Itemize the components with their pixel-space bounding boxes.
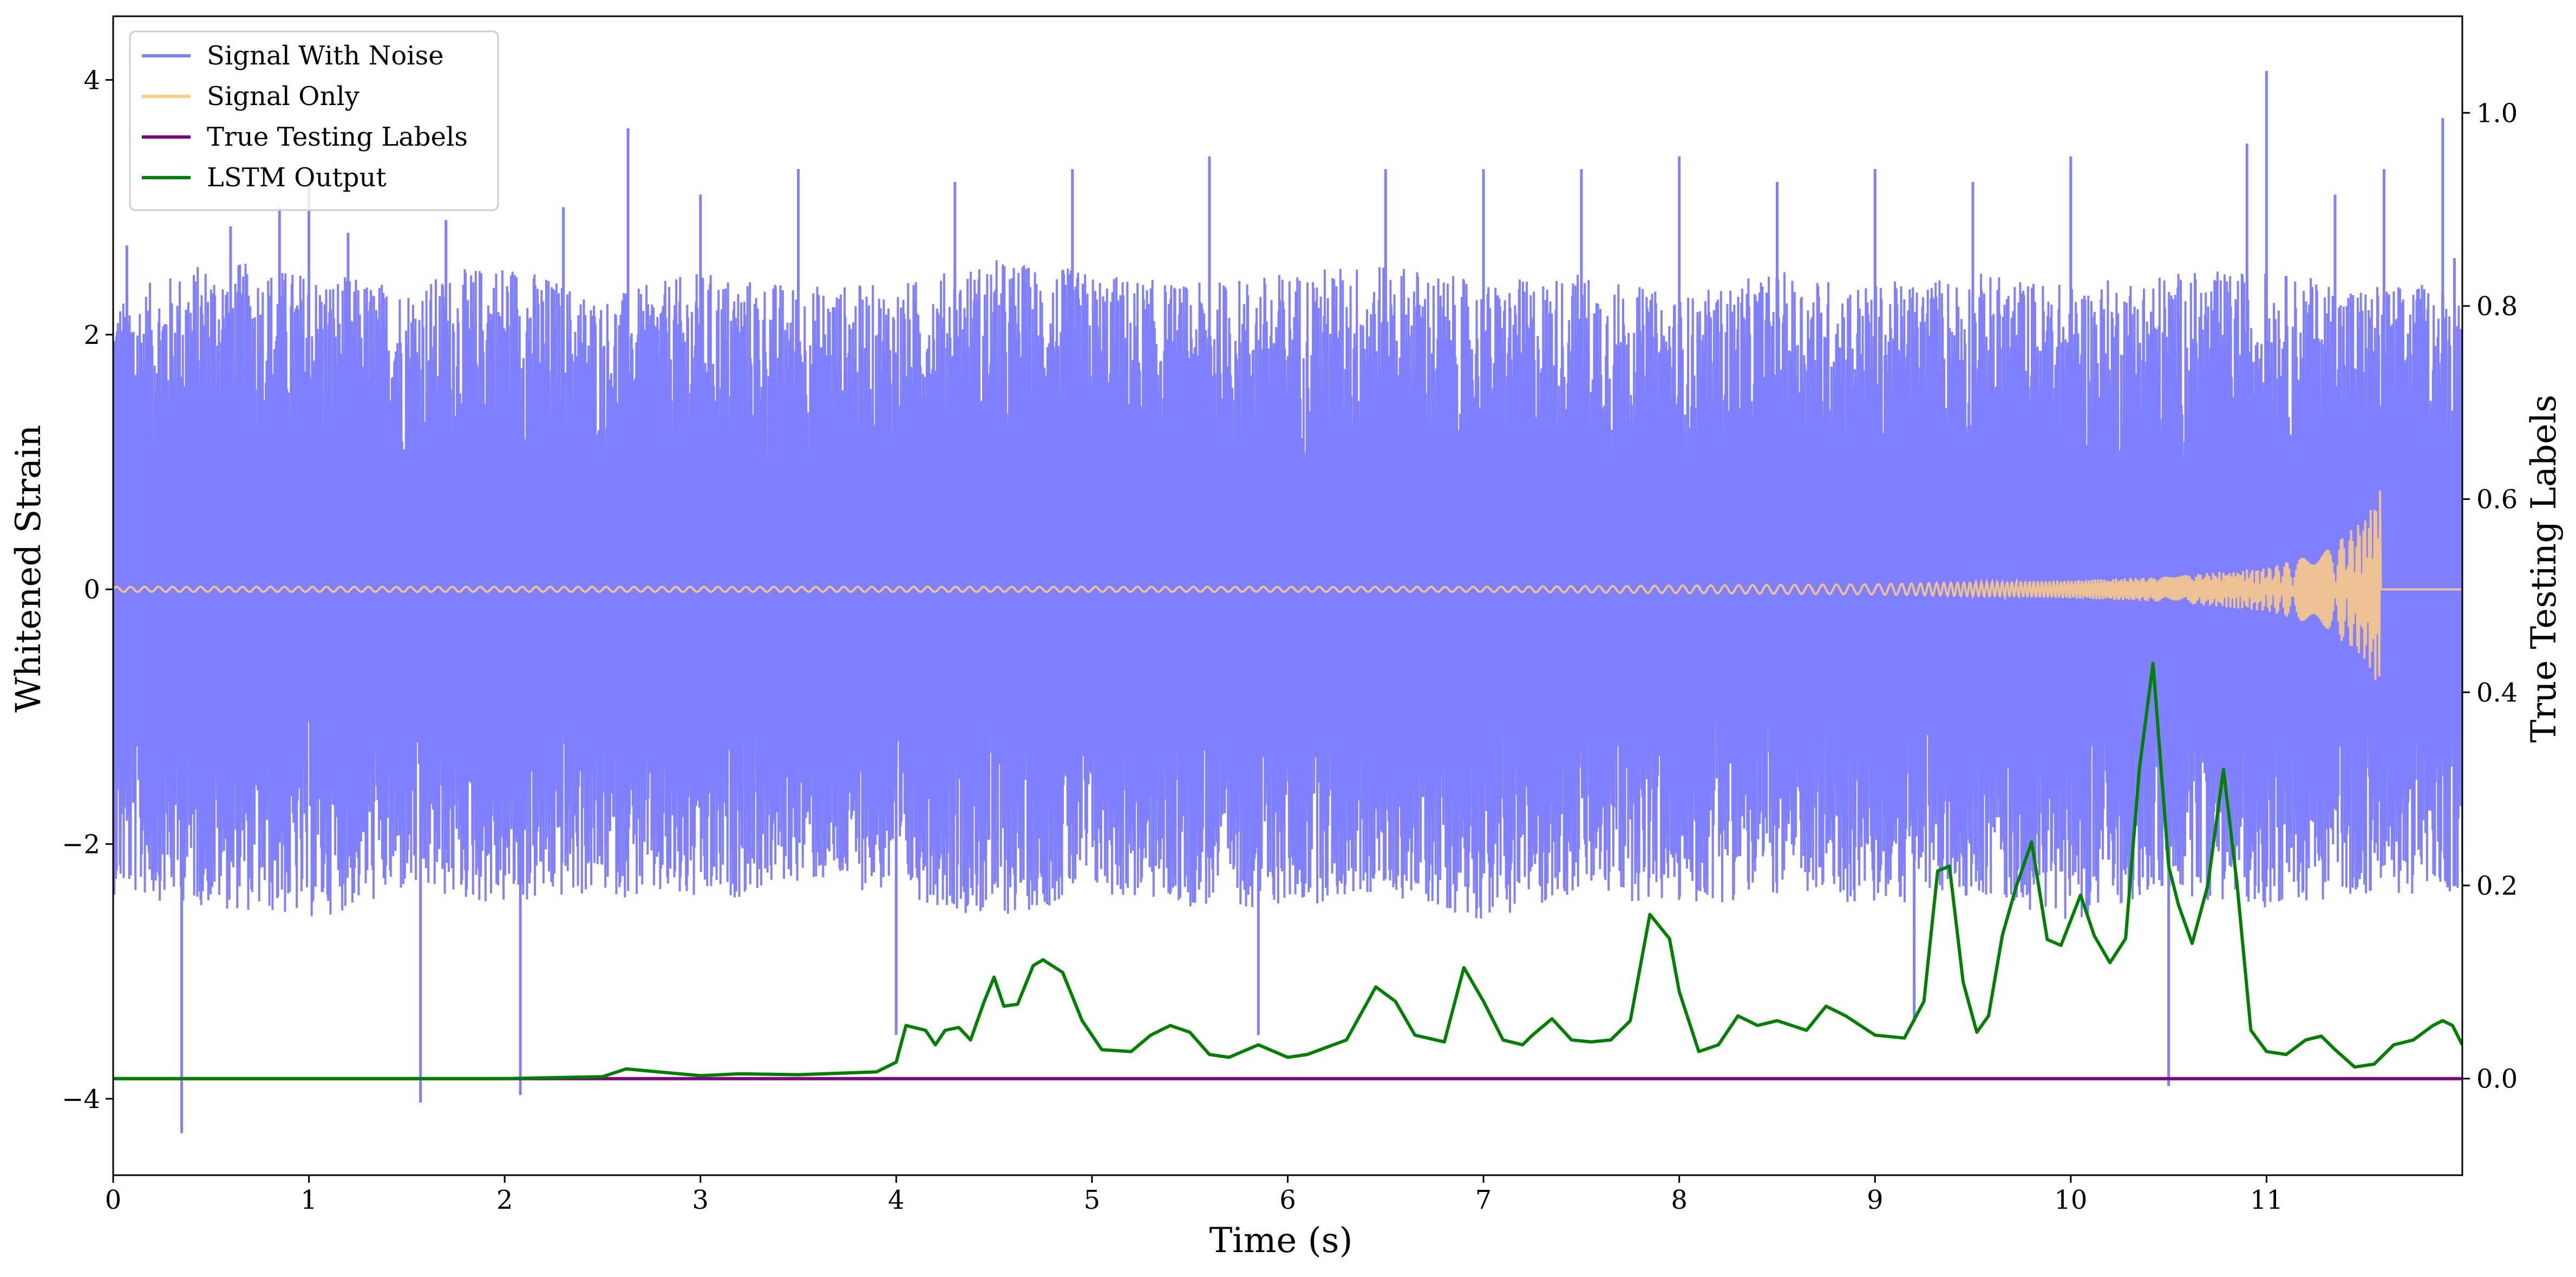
- x-tick-label: 7: [1475, 1185, 1492, 1215]
- y-tick-label-right: 0.2: [2476, 871, 2518, 901]
- y-axis-label-left: Whitened Strain: [9, 425, 49, 712]
- legend-label: LSTM Output: [207, 162, 387, 193]
- series-lstm-output-line: [113, 661, 2462, 1080]
- x-tick-label: 1: [300, 1185, 317, 1215]
- x-tick-label: 10: [2054, 1185, 2087, 1215]
- series-signal-only-line: [113, 490, 2462, 680]
- x-tick-label: 9: [1867, 1185, 1884, 1215]
- y-tick-label-left: −2: [62, 830, 100, 860]
- x-tick-label: 2: [496, 1185, 513, 1215]
- x-tick-label: 5: [1084, 1185, 1101, 1215]
- x-tick-label: 4: [888, 1185, 905, 1215]
- y-tick-label-right: 0.4: [2476, 677, 2518, 708]
- axes-layer: 0 1 2 3 4 5 6 7 8 9 10 11 −4 −2 0 2 4 0.0 0.2 0.4 0.6 0.8 1.0: [62, 15, 2518, 1215]
- y-tick-label-right: 0.8: [2476, 291, 2518, 322]
- y-tick-label-right: 0.0: [2476, 1064, 2518, 1094]
- legend-box: [129, 30, 499, 211]
- y-tick-label-right: 0.6: [2476, 485, 2518, 515]
- x-tick-label: 6: [1279, 1185, 1296, 1215]
- x-tick-label: 11: [2250, 1185, 2283, 1215]
- legend-label: Signal Only: [207, 81, 359, 112]
- y-axis-label-right: True Testing Labels: [2524, 395, 2564, 743]
- legend-label: Signal With Noise: [207, 41, 444, 71]
- y-tick-label-left: 2: [83, 320, 100, 350]
- legend-label: True Testing Labels: [207, 122, 468, 152]
- y-tick-label-left: 4: [83, 66, 100, 96]
- y-tick-label-right: 1.0: [2476, 98, 2518, 128]
- x-axis-label: Time (s): [1209, 1221, 1353, 1261]
- plot-area: [113, 71, 2462, 1133]
- series-signal-with-noise-line: [113, 258, 2462, 919]
- y-tick-label-left: 0: [83, 575, 100, 605]
- x-tick-label: 8: [1671, 1185, 1688, 1215]
- legend: Signal With Noise Signal Only True Testing…: [129, 30, 499, 211]
- plot-content: [113, 71, 2462, 1133]
- y-tick-label-left: −4: [62, 1084, 100, 1115]
- x-tick-label: 0: [105, 1185, 122, 1215]
- x-tick-label: 3: [692, 1185, 709, 1215]
